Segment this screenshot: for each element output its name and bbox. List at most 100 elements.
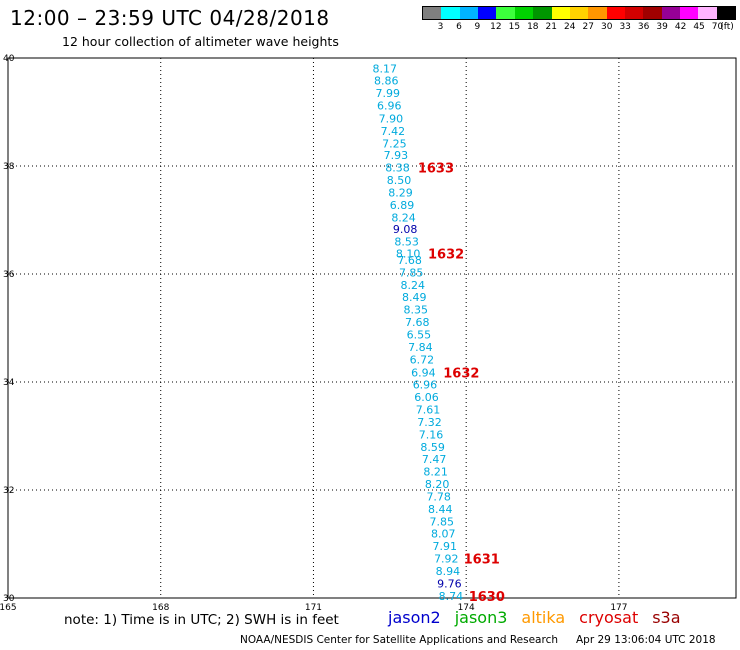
satellite-legend-cryosat: cryosat [579, 608, 639, 627]
wave-height-label: 8.94 [436, 565, 461, 578]
wave-height-label: 7.42 [381, 125, 406, 138]
wave-height-label: 7.16 [419, 428, 444, 441]
scale-swatch [624, 7, 644, 19]
wave-height-label: 6.94 [411, 366, 436, 379]
wave-height-label: 6.96 [413, 379, 438, 392]
wave-height-label: 6.72 [410, 353, 435, 366]
scale-swatch [698, 7, 717, 19]
wave-height-label: 7.90 [379, 112, 404, 125]
scale-label: 6 [456, 22, 462, 32]
wave-height-label: 8.53 [394, 236, 419, 249]
scale-label: 39 [656, 22, 668, 32]
scale-swatch [716, 7, 736, 19]
footer-credit: NOAA/NESDIS Center for Satellite Applica… [240, 634, 558, 646]
scale-swatch [478, 7, 497, 19]
wave-height-label: 8.44 [428, 503, 453, 516]
y-tick-label: 32 [3, 486, 14, 496]
scale-swatch [514, 7, 534, 19]
x-tick-label: 165 [0, 603, 17, 613]
time-label: 1631 [464, 553, 500, 568]
footer-timestamp: Apr 29 13:06:04 UTC 2018 [576, 634, 716, 646]
scale-swatch [643, 7, 662, 19]
color-scale-labels: 3 6 9 12 15 18 21 24 27 30 33 36 39 42 45 70 (ft) [422, 22, 736, 34]
wave-height-label: 7.68 [405, 316, 430, 329]
time-label: 1632 [443, 366, 479, 381]
scale-swatch [588, 7, 607, 19]
units-note: note: 1) Time is in UTC; 2) SWH is in fe… [64, 612, 339, 628]
color-scale-bar [422, 6, 736, 20]
satellite-legend-jason2: jason2 [388, 608, 441, 627]
wave-height-label: 8.29 [388, 186, 413, 199]
wave-height-label: 7.93 [384, 149, 409, 162]
x-tick-label: 168 [152, 603, 169, 613]
time-label: 1633 [418, 162, 454, 177]
wave-height-label: 8.10 [396, 247, 421, 260]
scale-swatch [441, 7, 460, 19]
scale-swatch [569, 7, 589, 19]
scale-label: 27 [582, 22, 594, 32]
scale-swatch [606, 7, 625, 19]
scale-swatch [533, 7, 552, 19]
scale-swatch [661, 7, 681, 19]
scale-swatch [551, 7, 570, 19]
wave-height-label: 9.08 [393, 223, 418, 236]
page-subtitle: 12 hour collection of altimeter wave hei… [62, 34, 339, 49]
scale-label: 12 [490, 22, 502, 32]
wave-height-label: 8.24 [391, 211, 416, 224]
wave-height-label: 7.99 [376, 87, 401, 100]
scale-unit-label: (ft) [720, 22, 734, 32]
time-label: 1632 [428, 247, 464, 262]
wave-height-label: 6.89 [390, 199, 415, 212]
wave-height-label: 8.17 [372, 62, 397, 75]
wave-height-label: 7.78 [426, 490, 451, 503]
scale-label: 18 [527, 22, 539, 32]
scale-label: 3 [437, 22, 444, 32]
wave-height-label: 8.38 [385, 162, 410, 175]
scale-label: 21 [545, 22, 558, 32]
wave-height-label: 8.86 [374, 75, 399, 88]
wave-height-label: 8.74 [439, 590, 464, 603]
wave-height-label: 7.92 [434, 553, 459, 566]
y-tick-label: 30 [3, 594, 15, 604]
scale-label: 36 [637, 22, 650, 32]
scale-label: 15 [508, 22, 521, 32]
wave-height-label: 8.24 [400, 279, 425, 292]
wave-height-label: 7.91 [433, 540, 458, 553]
wave-height-label: 8.21 [423, 466, 448, 479]
wave-height-label: 7.25 [382, 137, 407, 150]
time-label: 1630 [469, 590, 505, 605]
wave-height-label: 7.47 [422, 453, 447, 466]
scale-label: 33 [619, 22, 631, 32]
y-tick-label: 40 [3, 54, 15, 64]
wave-height-label: 6.06 [414, 391, 439, 404]
scale-swatch [496, 7, 515, 19]
footer: NOAA/NESDIS Center for Satellite Applica… [240, 634, 716, 646]
wave-height-label: 7.68 [397, 254, 422, 267]
wave-height-label: 8.35 [404, 304, 429, 317]
satellite-legend-s3a: s3a [652, 608, 681, 627]
scale-label: 42 [674, 22, 687, 32]
wave-height-label: 7.85 [429, 515, 454, 528]
wave-height-label: 7.32 [417, 416, 442, 429]
scale-label: 9 [474, 22, 481, 32]
satellite-legend-jason3: jason3 [454, 608, 508, 627]
wave-height-label: 8.49 [402, 291, 427, 304]
wave-height-label: 8.07 [431, 528, 456, 541]
scale-swatch [680, 7, 699, 19]
satellite-legend: jason2 jason3 altika cryosat s3a [388, 608, 681, 627]
y-tick-label: 34 [3, 378, 15, 388]
x-tick-label: 177 [610, 603, 627, 613]
wave-height-label: 7.84 [408, 341, 433, 354]
scale-swatch [459, 7, 479, 19]
wave-height-label: 9.76 [437, 577, 462, 590]
x-tick-label: 174 [458, 603, 475, 613]
page-title: 12:00 – 23:59 UTC 04/28/2018 [10, 6, 330, 30]
scale-label: 70 [711, 22, 724, 32]
scale-label: 24 [564, 22, 576, 32]
x-tick-label: 171 [305, 603, 322, 613]
y-tick-label: 36 [3, 270, 15, 280]
scale-swatch [423, 7, 442, 19]
wave-height-label: 7.61 [416, 404, 441, 417]
y-tick-label: 38 [3, 162, 15, 172]
